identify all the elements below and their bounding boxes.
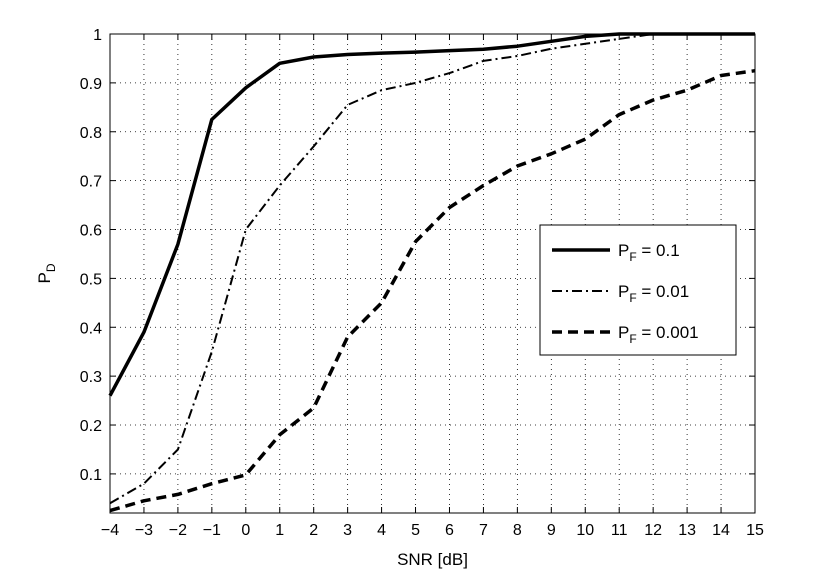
x-tick-label: 9	[547, 522, 556, 539]
x-tick-label: 10	[576, 522, 594, 539]
plot-area-frame	[109, 33, 756, 514]
x-tick-label: 7	[479, 522, 488, 539]
x-tick-label: −4	[101, 522, 119, 539]
legend-label-sub: F	[629, 250, 636, 264]
y-tick-label: 0.5	[80, 271, 102, 288]
x-tick-label: 13	[678, 522, 696, 539]
legend-label-main: P	[618, 323, 629, 342]
x-tick-label: −2	[169, 522, 187, 539]
y-tick-label: 0.8	[80, 125, 102, 142]
x-tick-label: 11	[611, 522, 628, 539]
legend-label-3: PF = 0.001	[618, 323, 699, 346]
y-tick-label: 0.3	[80, 369, 102, 386]
legend-label-main: P	[618, 282, 629, 301]
x-tick-label: −1	[203, 522, 221, 539]
x-axis-title: SNR [dB]	[397, 550, 468, 569]
legend-label-1: PF = 0.1	[618, 241, 680, 264]
y-axis-title: PD	[35, 263, 58, 283]
series-line-3	[109, 68, 756, 513]
y-tick-label: 0.7	[80, 174, 102, 191]
x-tick-label: 4	[377, 522, 386, 539]
y-tick-label: 0.9	[80, 76, 102, 93]
y-tick-label: 0.4	[80, 320, 102, 337]
x-tick-label: 2	[309, 522, 318, 539]
legend-label-rest: = 0.01	[637, 282, 689, 301]
x-tick-label: 14	[712, 522, 730, 539]
x-tick-label: 5	[411, 522, 420, 539]
legend-label-2: PF = 0.01	[618, 282, 689, 305]
x-tick-label: 0	[241, 522, 250, 539]
y-tick-label: 0.6	[80, 223, 102, 240]
legend-label-rest: = 0.001	[637, 323, 699, 342]
tick-labels: −4 −3 −2 −1 0 1 2 3 4 5 6 7 8 9 10 11 12 13 14 150.10.20.30…	[80, 27, 764, 539]
x-tick-label: 12	[644, 522, 662, 539]
x-tick-label: 6	[445, 522, 454, 539]
x-tick-label: 8	[513, 522, 522, 539]
legend-label-sub: F	[629, 332, 636, 346]
axis-ticks	[109, 33, 756, 513]
x-tick-label: 1	[275, 522, 284, 539]
legend-label-main: P	[618, 241, 629, 260]
series-line-2	[109, 33, 755, 505]
y-tick-label: 0.1	[80, 467, 102, 484]
y-tick-label: 0.2	[80, 418, 102, 435]
y-axis-title-sub: D	[44, 263, 58, 272]
legend-label-sub: F	[629, 291, 636, 305]
legend-label-rest: = 0.1	[637, 241, 680, 260]
y-axis-title-main: P	[35, 272, 54, 283]
y-tick-label: 1	[93, 27, 102, 44]
x-tick-label: 3	[343, 522, 352, 539]
x-tick-label: 15	[746, 522, 764, 539]
x-tick-label: −3	[135, 522, 153, 539]
